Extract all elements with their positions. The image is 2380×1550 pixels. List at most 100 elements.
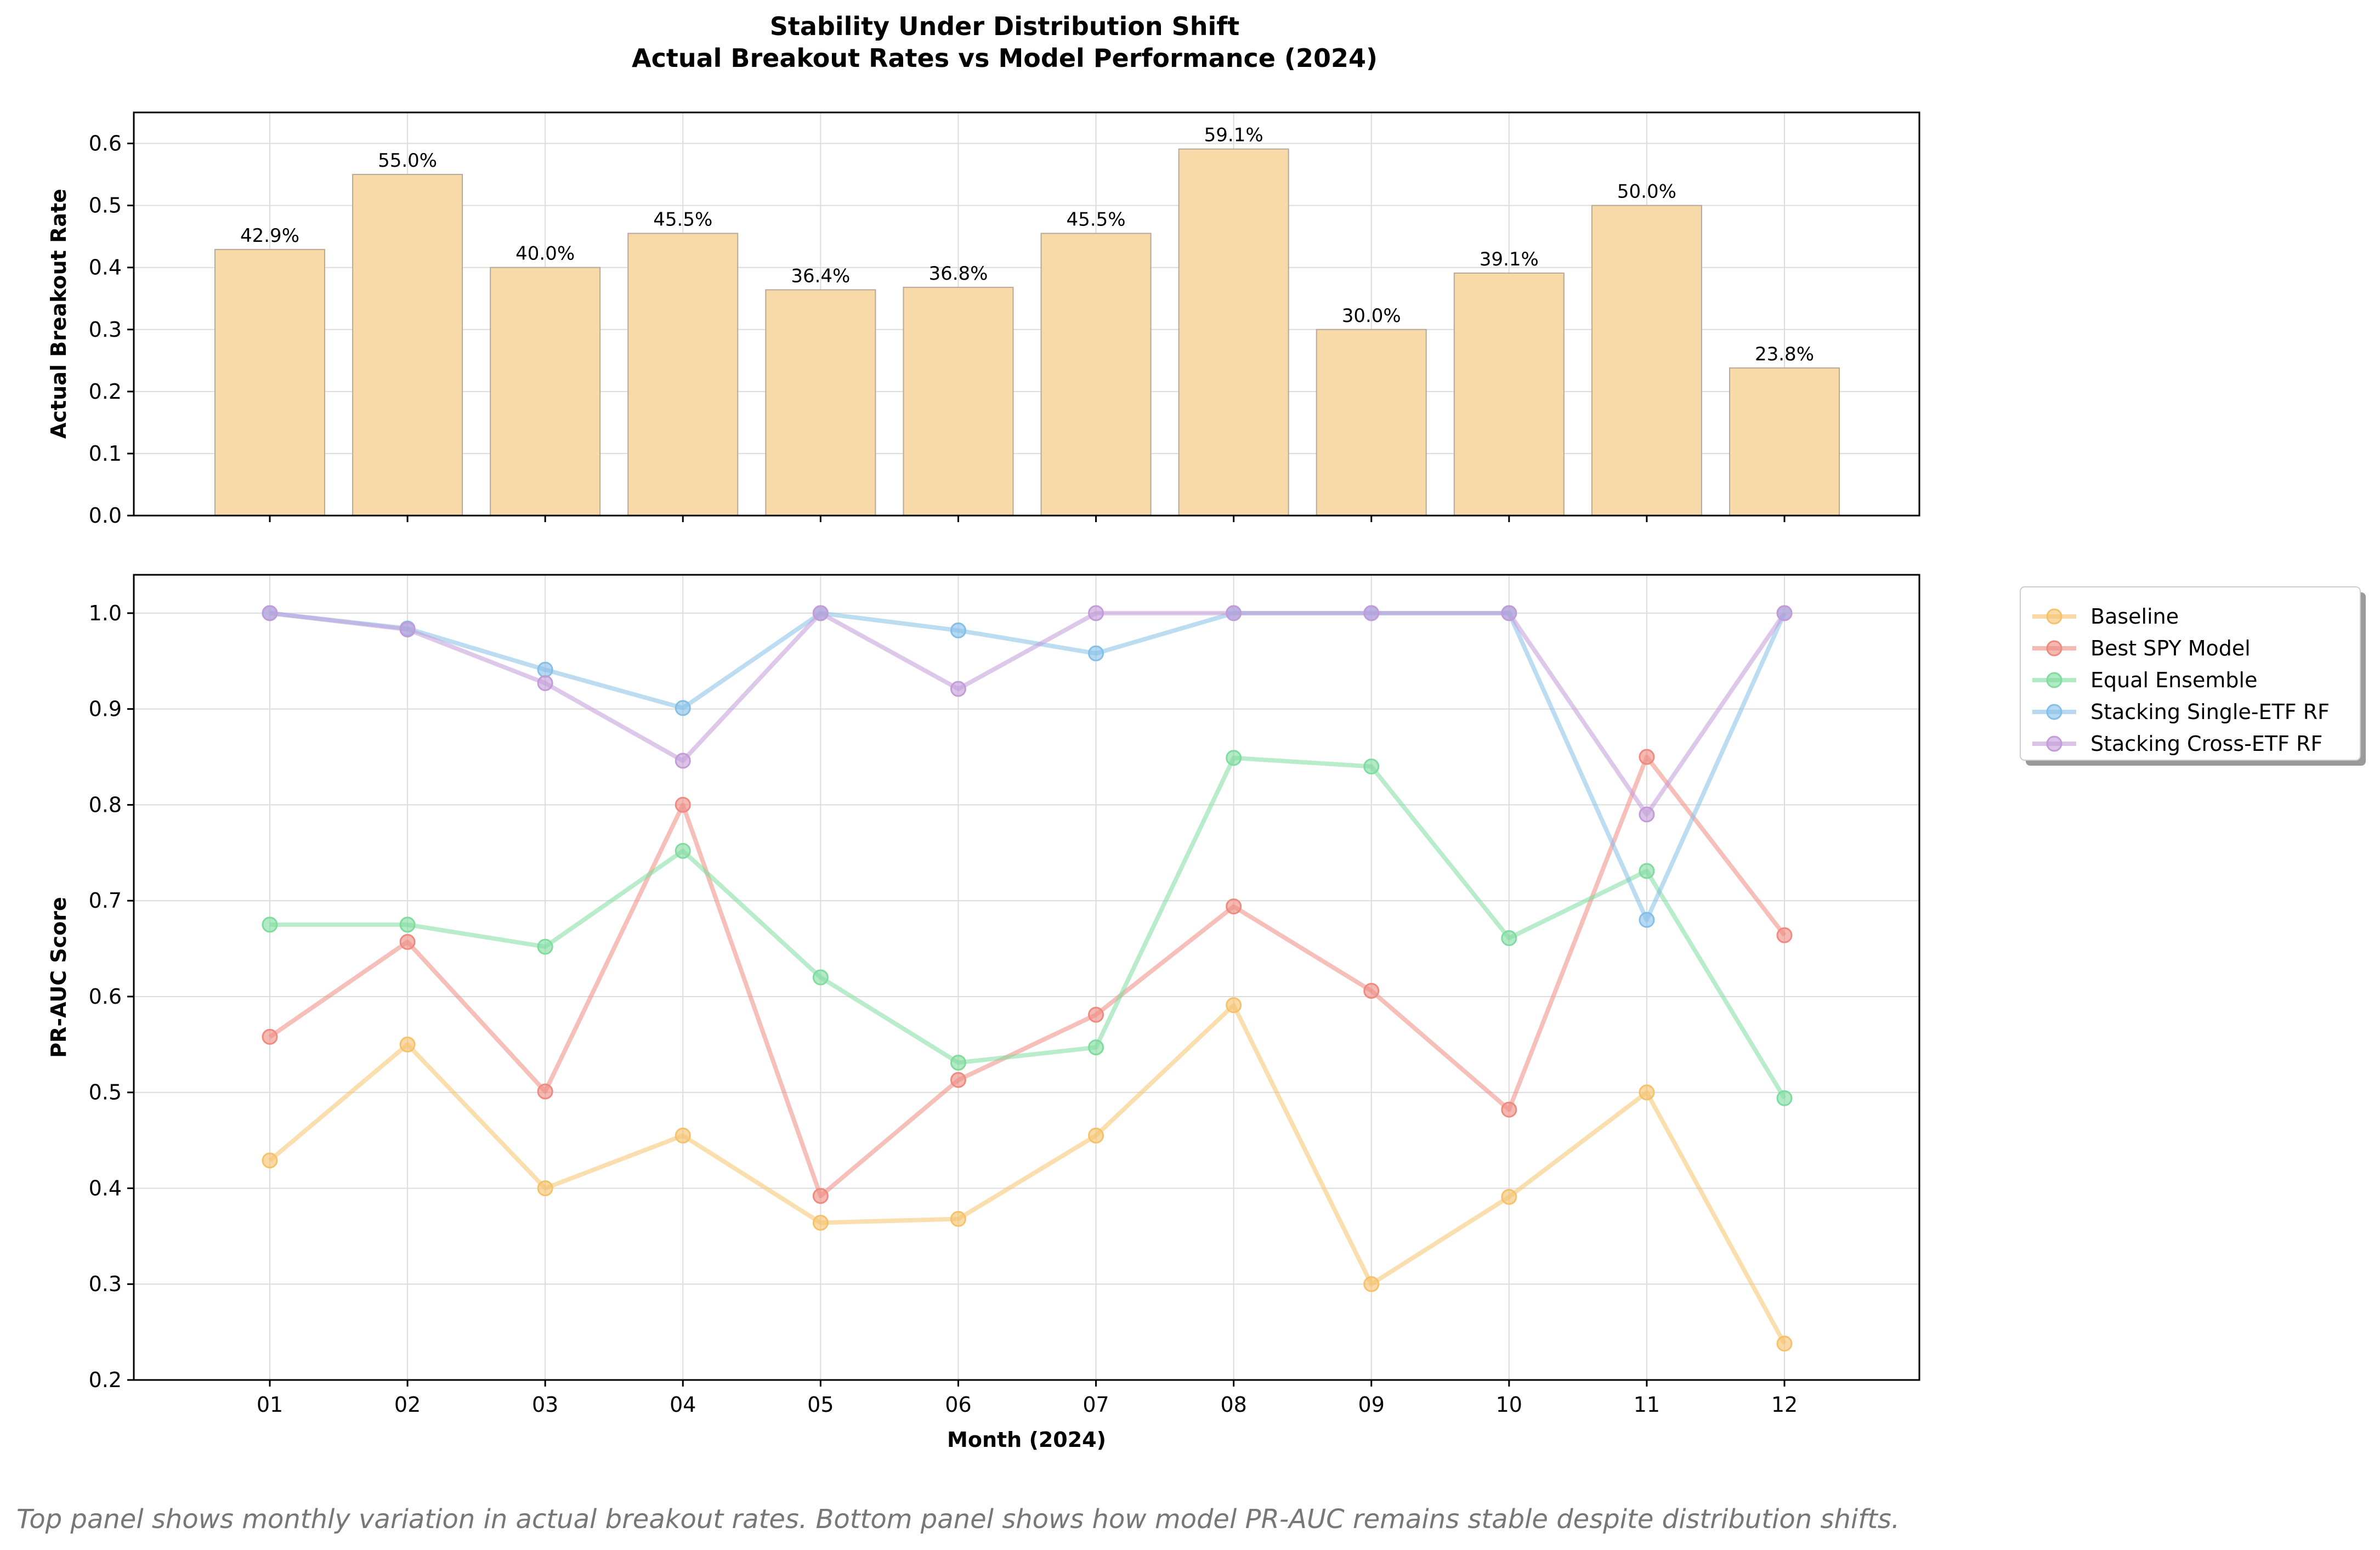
bar-01 [214, 248, 325, 516]
data-point-equal-ensemble [262, 917, 278, 933]
data-point-equal-ensemble [1639, 863, 1655, 879]
data-point-equal-ensemble [399, 917, 416, 933]
legend: Baseline Best SPY Model Equal Ensemble Stac… [2020, 586, 2366, 766]
series-line-stacking-cross-etf-rf [269, 610, 1787, 817]
data-point-best-spy-model [399, 934, 416, 950]
legend-item-baseline: Baseline [2032, 604, 2179, 629]
legend-label: Equal Ensemble [2090, 668, 2257, 692]
data-point-baseline [1088, 1127, 1104, 1144]
data-point-stacking-cross-etf-rf [1639, 806, 1655, 823]
data-point-baseline [1776, 1336, 1793, 1352]
legend-label: Best SPY Model [2090, 636, 2251, 660]
bottom-y-tick-label: 0.5 [89, 1081, 122, 1105]
data-point-stacking-single-etf-rf [537, 661, 553, 678]
data-point-baseline [1639, 1084, 1655, 1101]
bar-value-label: 36.8% [928, 263, 988, 285]
data-point-best-spy-model [1363, 982, 1380, 999]
data-point-best-spy-model [1226, 898, 1242, 915]
bar-04 [627, 233, 739, 516]
x-tick-label-11: 11 [1634, 1393, 1660, 1417]
bar-11 [1591, 205, 1702, 517]
series-line-stacking-single-etf-rf [269, 610, 1787, 923]
data-point-equal-ensemble [675, 842, 691, 859]
data-point-best-spy-model [1501, 1101, 1517, 1118]
series-line-equal-ensemble [270, 755, 1787, 1100]
data-point-equal-ensemble [950, 1055, 966, 1071]
legend-item-stacking-cross-etf-rf: Stacking Cross-ETF RF [2032, 732, 2322, 756]
chart-subtitle: Actual Breakout Rates vs Model Performan… [632, 43, 1378, 73]
data-point-equal-ensemble [812, 969, 829, 986]
data-point-best-spy-model [262, 1028, 278, 1045]
legend-marker [2046, 704, 2062, 720]
figure-caption: Top panel shows monthly variation in act… [16, 1504, 1900, 1535]
breakout-rate-panel: 42.9% 55.0% 40.0% 45.5% 36.4% 36.8% 45.5% 59.1%… [47, 111, 1920, 528]
data-point-stacking-cross-etf-rf [812, 605, 829, 621]
top-y-tick-label: 0.5 [89, 194, 122, 218]
top-y-tick-label: 0.6 [89, 132, 122, 156]
data-point-equal-ensemble [1226, 750, 1242, 766]
bottom-y-tick-label: 0.4 [89, 1176, 122, 1200]
bar-value-label: 59.1% [1204, 125, 1263, 146]
data-point-equal-ensemble [1363, 759, 1380, 775]
bar-10 [1453, 272, 1565, 516]
legend-box [2020, 586, 2361, 761]
x-tick-label-05: 05 [807, 1393, 834, 1417]
data-point-stacking-cross-etf-rf [1501, 605, 1517, 621]
data-point-stacking-cross-etf-rf [399, 621, 416, 638]
data-point-baseline [537, 1180, 553, 1196]
data-point-baseline [675, 1127, 691, 1144]
data-point-best-spy-model [950, 1072, 966, 1088]
bar-value-label: 36.4% [791, 265, 850, 287]
x-axis-label: Month (2024) [947, 1428, 1106, 1452]
bar-07 [1040, 233, 1152, 516]
x-tick-label-10: 10 [1496, 1393, 1522, 1417]
data-point-best-spy-model [537, 1083, 553, 1100]
x-tick-label-03: 03 [532, 1393, 558, 1417]
top-y-tick-label: 0.4 [89, 256, 122, 280]
data-point-stacking-cross-etf-rf [537, 675, 553, 691]
bottom-plot-frame [133, 574, 1920, 1381]
bar-12 [1729, 367, 1840, 517]
bar-value-label: 42.9% [240, 225, 299, 247]
data-point-best-spy-model [812, 1187, 829, 1204]
legend-label: Baseline [2090, 604, 2179, 629]
bar-value-label: 45.5% [1067, 209, 1126, 231]
data-point-stacking-cross-etf-rf [262, 605, 278, 621]
data-point-baseline [950, 1210, 966, 1227]
data-point-stacking-cross-etf-rf [675, 753, 691, 769]
bar-value-label: 23.8% [1755, 343, 1814, 365]
legend-marker [2046, 608, 2062, 625]
data-point-baseline [399, 1036, 416, 1053]
top-y-tick-label: 0.1 [89, 442, 122, 466]
data-point-baseline [812, 1214, 829, 1231]
data-point-stacking-cross-etf-rf [1226, 605, 1242, 621]
bottom-y-tick-label: 1.0 [89, 601, 122, 625]
bar-03 [490, 267, 601, 516]
data-point-stacking-cross-etf-rf [950, 681, 966, 697]
bar-value-label: 50.0% [1617, 181, 1676, 203]
bottom-y-tick-label: 0.2 [89, 1368, 122, 1392]
chart-title: Stability Under Distribution Shift [770, 12, 1240, 41]
x-tick-label-02: 02 [394, 1393, 421, 1417]
pr-auc-panel: 0.2 0.3 0.4 0.5 0.6 0.7 0.8 0.9 1.0 01 02 03 04 05 06… [47, 574, 1920, 1452]
bar-09 [1316, 329, 1427, 516]
legend-label: Stacking Cross-ETF RF [2090, 732, 2322, 756]
top-y-axis-label: Actual Breakout Rate [47, 189, 71, 439]
bottom-y-tick-label: 0.3 [89, 1272, 122, 1296]
series-line-baseline [268, 1003, 1787, 1345]
bar-value-label: 45.5% [653, 209, 712, 231]
bottom-y-axis-label: PR-AUC Score [47, 897, 71, 1058]
x-tick-label-04: 04 [670, 1393, 696, 1417]
data-point-best-spy-model [1088, 1006, 1104, 1023]
data-point-equal-ensemble [537, 938, 553, 955]
data-point-stacking-cross-etf-rf [1363, 605, 1380, 621]
data-point-stacking-single-etf-rf [675, 700, 691, 716]
data-point-best-spy-model [675, 796, 691, 813]
data-point-best-spy-model [1639, 749, 1655, 765]
bar-05 [765, 289, 876, 517]
series-line-best-spy-model [268, 755, 1787, 1198]
legend-marker [2046, 640, 2062, 657]
x-tick-label-06: 06 [945, 1393, 971, 1417]
data-point-baseline [1501, 1189, 1517, 1205]
